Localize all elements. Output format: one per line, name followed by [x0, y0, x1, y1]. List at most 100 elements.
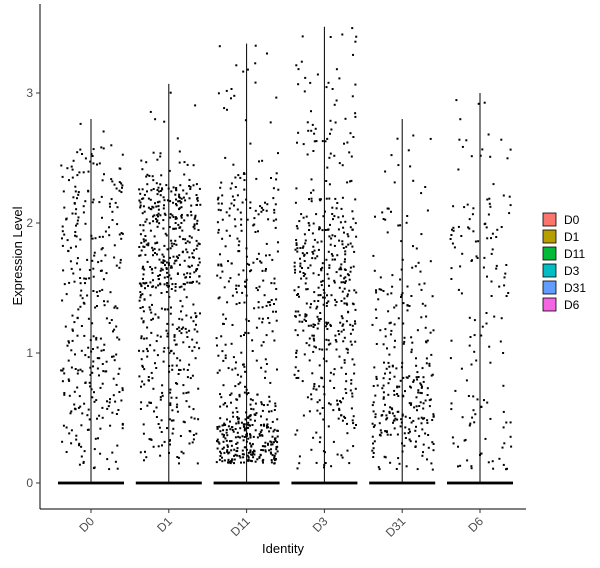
- data-point: [297, 286, 300, 289]
- data-point: [406, 285, 409, 288]
- data-point: [387, 393, 390, 396]
- data-point: [72, 272, 75, 275]
- data-point: [102, 278, 105, 281]
- data-point: [378, 468, 381, 471]
- data-point: [218, 45, 221, 48]
- data-point: [147, 379, 150, 382]
- data-point: [151, 303, 153, 306]
- data-point: [249, 453, 252, 456]
- data-point: [62, 269, 65, 272]
- data-point: [235, 287, 238, 290]
- data-point: [346, 181, 349, 184]
- data-point: [247, 426, 250, 429]
- data-point: [148, 174, 151, 177]
- data-point: [171, 323, 174, 326]
- data-point: [159, 269, 162, 272]
- data-point: [244, 286, 247, 289]
- violin-baselines: [58, 481, 513, 485]
- data-point: [312, 272, 315, 275]
- data-point: [157, 316, 160, 319]
- data-point: [502, 426, 505, 429]
- data-point: [191, 374, 194, 377]
- data-point: [265, 209, 268, 212]
- data-point: [92, 360, 95, 363]
- data-point: [188, 329, 191, 332]
- data-point: [158, 274, 161, 276]
- data-point: [500, 226, 503, 228]
- data-point: [274, 458, 277, 460]
- data-point: [143, 268, 146, 271]
- data-point: [231, 294, 234, 297]
- data-point: [221, 194, 224, 197]
- data-point: [328, 266, 331, 269]
- data-point: [407, 432, 410, 435]
- data-point: [219, 186, 222, 189]
- data-point: [271, 435, 274, 438]
- data-point: [461, 145, 464, 148]
- data-point: [322, 303, 325, 306]
- data-point: [178, 150, 181, 153]
- data-point: [450, 267, 453, 270]
- data-point: [418, 435, 421, 438]
- data-point: [233, 454, 236, 457]
- data-point: [180, 327, 183, 330]
- data-point: [151, 377, 154, 380]
- data-point: [412, 419, 415, 422]
- data-point: [259, 260, 262, 263]
- data-point: [408, 438, 411, 441]
- data-point: [235, 303, 238, 306]
- data-point: [164, 213, 167, 216]
- data-point: [371, 422, 374, 425]
- data-point: [155, 340, 158, 343]
- data-point: [178, 235, 181, 238]
- data-point: [61, 369, 64, 372]
- data-point: [228, 207, 231, 210]
- data-point: [327, 81, 330, 84]
- data-point: [77, 369, 80, 372]
- data-point: [176, 382, 179, 385]
- data-point: [318, 399, 321, 402]
- data-point: [270, 299, 273, 301]
- data-point: [304, 239, 307, 242]
- data-point: [149, 308, 152, 311]
- data-point: [254, 62, 257, 65]
- data-point: [503, 284, 506, 287]
- data-point: [255, 359, 258, 362]
- data-point: [343, 277, 346, 280]
- data-point: [145, 175, 148, 178]
- data-point: [74, 231, 77, 233]
- data-point: [178, 161, 181, 164]
- data-point: [408, 417, 411, 419]
- data-point: [193, 346, 196, 349]
- data-point: [185, 248, 188, 251]
- data-point: [69, 412, 72, 415]
- data-point: [67, 340, 70, 343]
- data-point: [381, 211, 384, 214]
- data-point: [191, 441, 194, 444]
- data-point: [160, 261, 163, 264]
- data-point: [239, 176, 242, 179]
- data-point: [243, 461, 246, 464]
- data-point: [166, 322, 169, 325]
- data-point: [219, 405, 222, 408]
- data-point: [149, 266, 152, 268]
- data-point: [472, 409, 475, 412]
- data-point: [390, 407, 393, 410]
- data-point: [391, 412, 394, 415]
- data-point: [246, 218, 249, 221]
- data-point: [471, 213, 474, 216]
- data-point: [408, 305, 411, 307]
- data-point: [185, 296, 188, 299]
- data-point: [424, 304, 427, 307]
- data-point: [226, 434, 229, 437]
- data-point: [176, 137, 179, 140]
- data-point: [273, 438, 276, 441]
- data-point: [61, 380, 64, 383]
- data-point: [296, 467, 299, 470]
- data-point: [409, 430, 411, 433]
- data-point: [77, 406, 80, 409]
- data-point: [77, 308, 80, 311]
- data-point: [159, 194, 162, 197]
- data-point: [168, 274, 171, 277]
- data-point: [188, 266, 191, 269]
